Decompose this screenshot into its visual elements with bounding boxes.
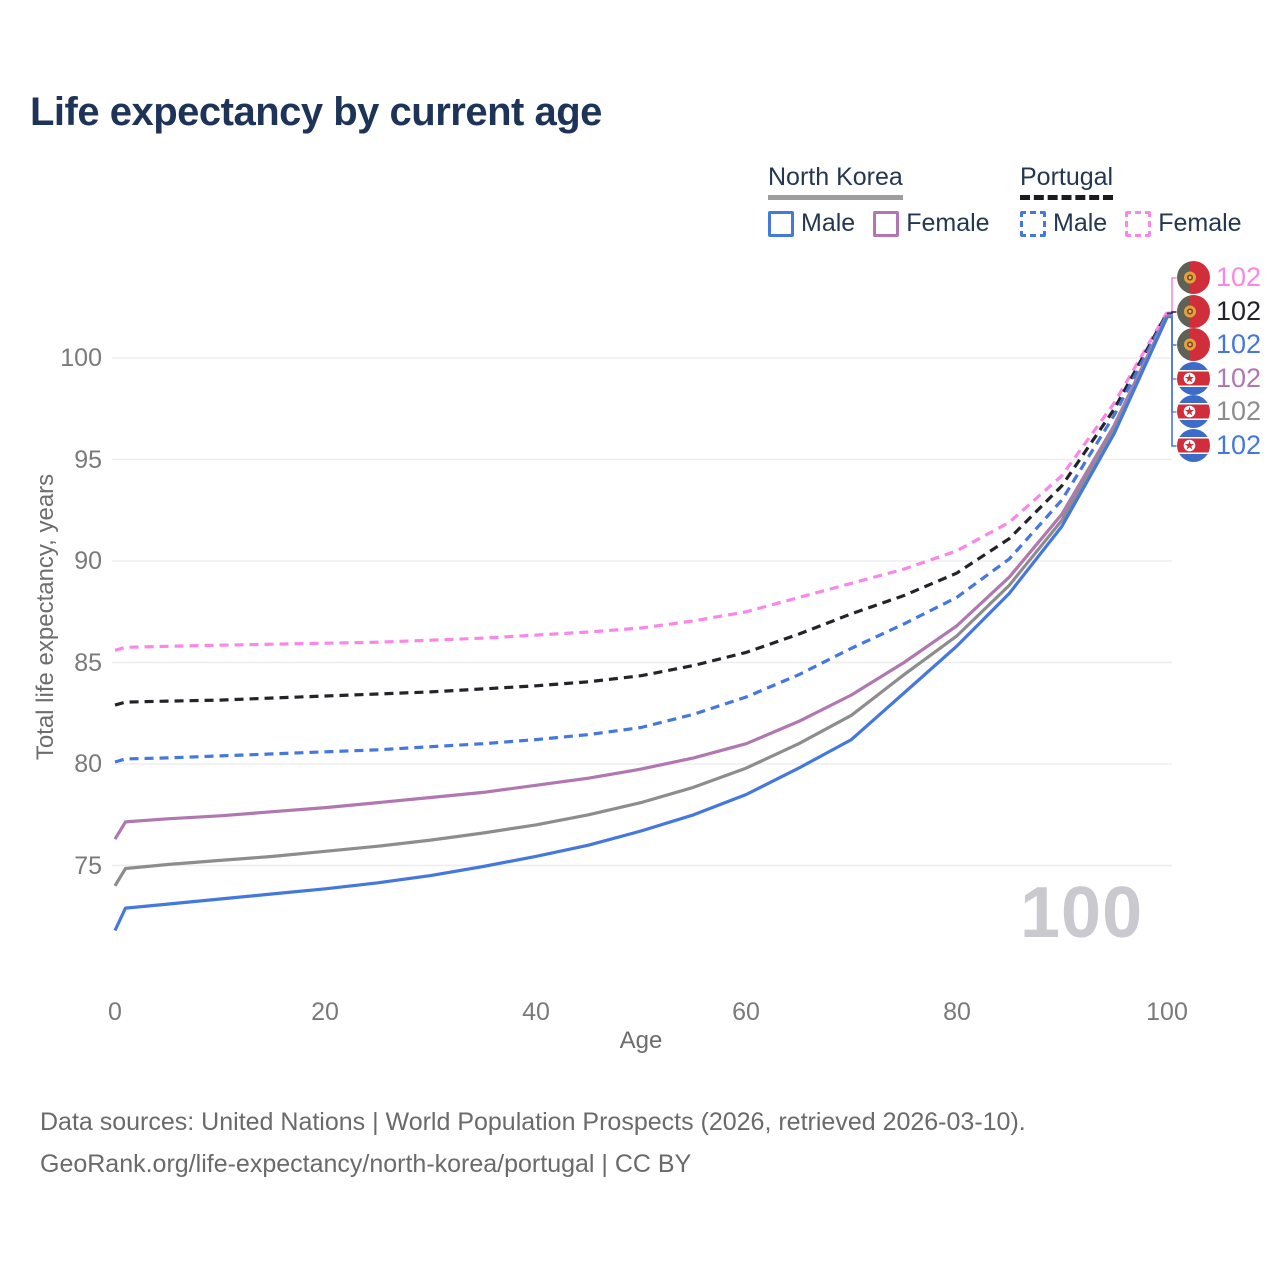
north-korea-flag-icon <box>1177 395 1210 428</box>
y-tick-80: 80 <box>74 750 102 778</box>
footer-attribution: GeoRank.org/life-expectancy/north-korea/… <box>40 1150 692 1178</box>
x-axis-title: Age <box>619 1027 663 1054</box>
north-korea-flag-icon <box>1177 429 1210 462</box>
end-label-row-nk_female: 102 <box>1177 362 1261 395</box>
legend-group-north-korea: North Korea Male Female <box>768 163 1008 238</box>
page-title: Life expectancy by current age <box>30 90 602 134</box>
x-tick-80: 80 <box>943 998 971 1026</box>
legend-items-portugal: Male Female <box>1020 209 1260 238</box>
end-label-value-pt_male: 102 <box>1216 329 1262 359</box>
series-line-pt_male[interactable] <box>114 313 1169 764</box>
hover-age-watermark: 100 <box>1020 873 1144 953</box>
legend-item-pt-male[interactable]: Male <box>1020 209 1107 238</box>
north-korea-flag-icon <box>1177 362 1210 395</box>
legend-label-nk-female: Female <box>906 209 990 237</box>
end-label-value-pt_total: 102 <box>1216 296 1262 326</box>
end-label-row-pt_total: 102 <box>1177 295 1261 328</box>
end-label-value-nk_male: 102 <box>1216 430 1262 460</box>
y-tick-90: 90 <box>74 547 102 575</box>
end-label-value-nk_total: 102 <box>1216 396 1262 426</box>
y-tick-95: 95 <box>74 446 102 474</box>
legend-country-north-korea: North Korea <box>768 163 903 200</box>
pt-female-swatch-icon <box>1125 210 1152 237</box>
series-line-nk_male[interactable] <box>113 316 1169 932</box>
legend-label-nk-male: Male <box>801 209 856 237</box>
y-tick-85: 85 <box>74 649 102 677</box>
portugal-flag-icon <box>1177 261 1210 294</box>
legend-item-nk-female[interactable]: Female <box>873 209 990 238</box>
y-tick-100: 100 <box>60 344 102 372</box>
end-label-row-nk_total: 102 <box>1177 395 1261 428</box>
end-label-row-pt_male: 102 <box>1177 328 1261 361</box>
nk-male-swatch-icon <box>768 210 794 237</box>
series-line-pt_female[interactable] <box>114 311 1169 652</box>
end-label-row-nk_male: 102 <box>1177 429 1261 462</box>
end-label-value-pt_female: 102 <box>1216 262 1262 292</box>
y-axis-title: Total life expectancy, years <box>32 473 59 761</box>
x-tick-20: 20 <box>311 998 339 1026</box>
portugal-flag-icon <box>1177 328 1210 361</box>
portugal-flag-icon <box>1177 295 1210 328</box>
y-tick-75: 75 <box>74 852 102 880</box>
x-tick-60: 60 <box>732 998 760 1026</box>
pt-male-swatch-icon <box>1020 210 1046 237</box>
legend-country-portugal: Portugal <box>1020 163 1114 200</box>
legend-items-north-korea: Male Female <box>768 209 1008 238</box>
end-label-row-pt_female: 102 <box>1177 261 1261 294</box>
x-tick-100: 100 <box>1146 998 1188 1026</box>
legend-item-pt-female[interactable]: Female <box>1125 209 1242 238</box>
leader-line-nk_male <box>1167 316 1177 447</box>
legend-item-nk-male[interactable]: Male <box>768 209 855 238</box>
series-line-nk_female[interactable] <box>113 314 1169 840</box>
footer-data-sources: Data sources: United Nations | World Pop… <box>40 1108 1026 1136</box>
x-tick-0: 0 <box>108 998 122 1026</box>
series-line-pt_total[interactable] <box>114 312 1169 707</box>
leader-line-pt_female <box>1167 277 1177 314</box>
leader-line-pt_total <box>1167 311 1177 315</box>
x-tick-40: 40 <box>522 998 550 1026</box>
legend-label-pt-male: Male <box>1053 209 1108 237</box>
legend-group-portugal: Portugal Male Female <box>1020 163 1260 238</box>
legend-label-pt-female: Female <box>1158 209 1242 237</box>
nk-female-swatch-icon <box>873 210 900 237</box>
end-label-value-nk_female: 102 <box>1216 363 1262 393</box>
series-line-nk_total[interactable] <box>113 315 1169 887</box>
